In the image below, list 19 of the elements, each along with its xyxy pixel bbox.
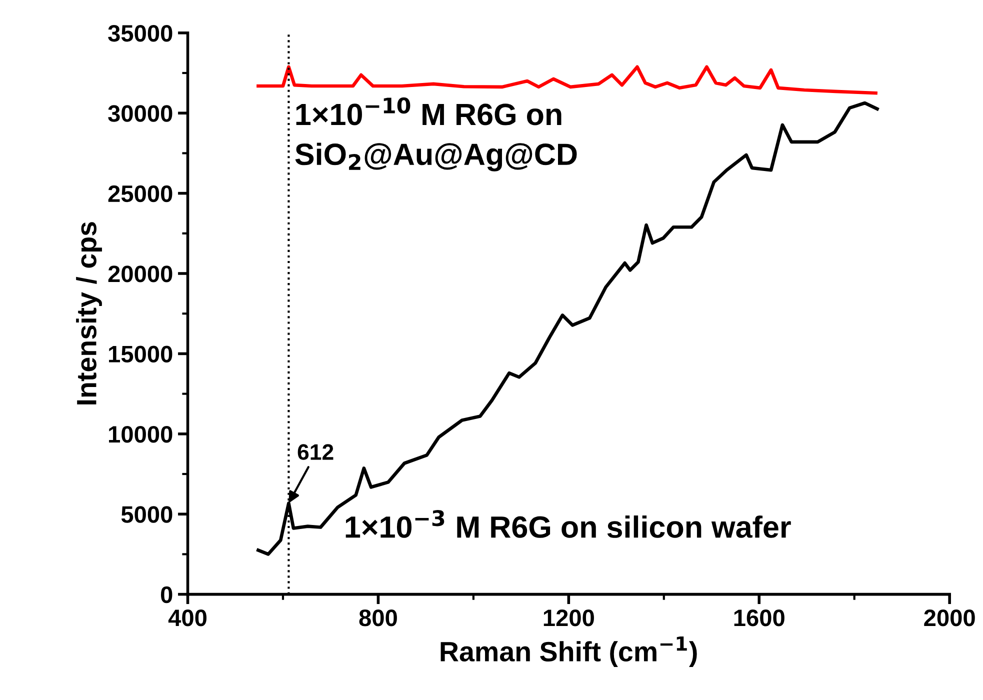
annotation: 612 [298, 444, 334, 460]
x-tick-label: 400 [168, 610, 206, 626]
y-tick-label: 0 [160, 586, 172, 604]
x-axis-title: Raman Shift (cm$^{−1}$) [440, 636, 697, 668]
text: 1×10$^{−10}$ M R6G on SiO$_{2}$@Au@Ag@CD [295, 97, 577, 172]
x-tick-label: 1600 [734, 610, 784, 626]
y-tick-label: 15000 [109, 346, 172, 362]
series-label: 1×10$^{−3}$ M R6G on silicon wafer [346, 510, 791, 538]
y-tick-label: 20000 [108, 266, 172, 282]
x-tick-label: 2000 [924, 610, 975, 626]
x-tick-label: 800 [359, 610, 397, 626]
y-axis-title: Intensity / cps [76, 222, 102, 404]
y-tick-label: 10000 [109, 426, 172, 443]
line-series [256, 65, 878, 95]
y-tick-label: 25000 [108, 185, 172, 202]
y-tick-label: 35000 [108, 24, 172, 42]
x-tick-label: 1200 [544, 610, 594, 626]
y-tick-label: 30000 [108, 105, 172, 122]
y-tick-label: 5000 [121, 506, 172, 523]
